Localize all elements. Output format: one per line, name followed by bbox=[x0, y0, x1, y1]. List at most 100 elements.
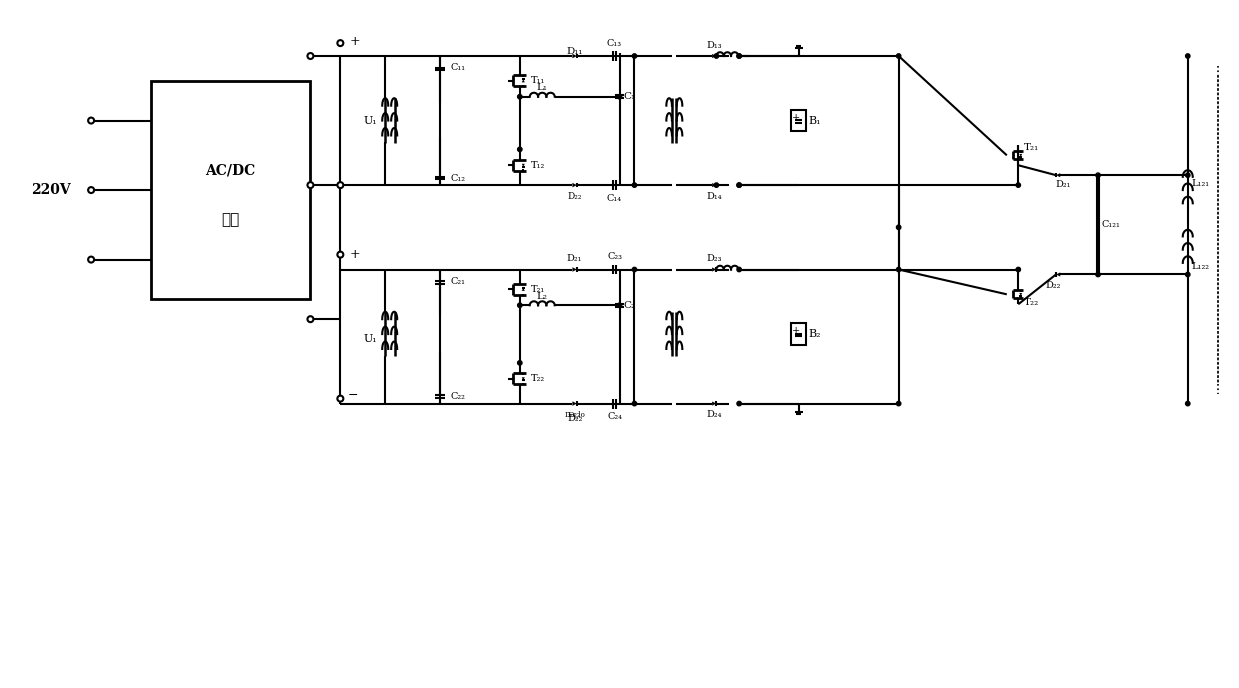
Text: 220V: 220V bbox=[31, 183, 71, 197]
Text: D₂₁: D₂₁ bbox=[567, 254, 582, 263]
Circle shape bbox=[897, 54, 901, 58]
Text: D₂₃: D₂₃ bbox=[706, 254, 722, 263]
Circle shape bbox=[307, 53, 313, 59]
Circle shape bbox=[337, 40, 343, 46]
Text: D₁₄: D₁₄ bbox=[706, 191, 722, 200]
Circle shape bbox=[337, 182, 343, 188]
Circle shape bbox=[1095, 272, 1100, 277]
Circle shape bbox=[632, 268, 637, 272]
Circle shape bbox=[737, 54, 741, 58]
Text: T₁₂: T₁₂ bbox=[530, 161, 545, 170]
Polygon shape bbox=[572, 54, 577, 58]
Text: T₁₁: T₁₁ bbox=[530, 76, 545, 85]
Text: U₁: U₁ bbox=[363, 116, 377, 125]
Text: T₂₁: T₂₁ bbox=[1023, 143, 1038, 152]
Text: D₂₂_lo: D₂₂_lo bbox=[564, 411, 585, 418]
Text: L₁: L₁ bbox=[536, 83, 548, 92]
Text: B₂: B₂ bbox=[809, 329, 821, 339]
Circle shape bbox=[1186, 401, 1189, 406]
Circle shape bbox=[1016, 268, 1021, 272]
Polygon shape bbox=[712, 402, 716, 406]
Circle shape bbox=[1186, 272, 1189, 277]
Polygon shape bbox=[1056, 272, 1061, 277]
Text: +: + bbox=[792, 113, 800, 122]
Circle shape bbox=[518, 303, 522, 308]
Circle shape bbox=[632, 401, 637, 406]
Text: 模块: 模块 bbox=[222, 213, 240, 227]
Polygon shape bbox=[522, 79, 525, 83]
Text: D₁₃: D₁₃ bbox=[706, 41, 722, 50]
Text: T₂₂: T₂₂ bbox=[1023, 298, 1038, 307]
Circle shape bbox=[737, 54, 741, 58]
Bar bbox=[151, 80, 311, 299]
Circle shape bbox=[897, 401, 901, 406]
Text: +: + bbox=[349, 34, 361, 47]
Text: C₁: C₁ bbox=[623, 92, 636, 101]
Circle shape bbox=[737, 268, 741, 272]
Circle shape bbox=[518, 94, 522, 99]
Text: T₂₁: T₂₁ bbox=[530, 285, 545, 294]
Text: AC/DC: AC/DC bbox=[206, 163, 255, 178]
Text: +: + bbox=[792, 326, 800, 335]
Circle shape bbox=[337, 396, 343, 402]
Circle shape bbox=[632, 183, 637, 187]
Text: C₁₂: C₁₂ bbox=[451, 173, 466, 182]
Text: C₁₂₁: C₁₂₁ bbox=[1101, 220, 1120, 229]
Text: L₁₂₂: L₁₂₂ bbox=[1192, 262, 1209, 271]
Circle shape bbox=[714, 183, 719, 187]
Text: B₁: B₁ bbox=[809, 116, 821, 125]
Circle shape bbox=[88, 118, 94, 124]
Text: D₂₂: D₂₂ bbox=[567, 411, 581, 418]
Circle shape bbox=[1016, 183, 1021, 187]
Text: −: − bbox=[348, 179, 358, 191]
Circle shape bbox=[88, 187, 94, 193]
Text: T₂₂: T₂₂ bbox=[530, 374, 545, 383]
Circle shape bbox=[617, 303, 622, 308]
Circle shape bbox=[897, 225, 901, 230]
Text: −: − bbox=[348, 389, 358, 402]
Circle shape bbox=[307, 182, 313, 188]
Circle shape bbox=[617, 94, 622, 99]
Polygon shape bbox=[572, 401, 577, 406]
Circle shape bbox=[714, 54, 719, 58]
Text: D₂₁: D₂₁ bbox=[1056, 180, 1070, 189]
Circle shape bbox=[737, 183, 741, 187]
Circle shape bbox=[1186, 54, 1189, 58]
Text: C₁₁: C₁₁ bbox=[451, 63, 466, 72]
Circle shape bbox=[518, 147, 522, 151]
Text: C₂: C₂ bbox=[623, 301, 636, 310]
Polygon shape bbox=[1056, 173, 1061, 178]
Text: C₁₃: C₁₃ bbox=[607, 39, 622, 47]
Circle shape bbox=[737, 183, 741, 187]
Text: C₂₃: C₂₃ bbox=[607, 252, 622, 261]
Text: D₂₂: D₂₂ bbox=[567, 414, 582, 423]
Text: C₁₄: C₁₄ bbox=[607, 193, 622, 202]
Polygon shape bbox=[522, 288, 525, 291]
Text: U₁: U₁ bbox=[363, 334, 377, 344]
Circle shape bbox=[1095, 173, 1100, 178]
Bar bbox=[792, 323, 807, 345]
Circle shape bbox=[337, 252, 343, 257]
Text: D₁₁: D₁₁ bbox=[566, 47, 582, 56]
Circle shape bbox=[737, 401, 741, 406]
Circle shape bbox=[632, 54, 637, 58]
Polygon shape bbox=[1020, 154, 1022, 157]
Text: +: + bbox=[349, 248, 361, 261]
Polygon shape bbox=[572, 267, 577, 272]
Text: C₂₂: C₂₂ bbox=[451, 392, 466, 401]
Polygon shape bbox=[712, 183, 716, 187]
Polygon shape bbox=[1020, 293, 1022, 296]
Text: D₂₂: D₂₂ bbox=[567, 191, 582, 200]
Circle shape bbox=[1186, 173, 1189, 178]
Circle shape bbox=[307, 316, 313, 322]
Bar bbox=[792, 109, 807, 131]
Circle shape bbox=[88, 257, 94, 263]
Polygon shape bbox=[522, 164, 525, 166]
Text: D₂₂: D₂₂ bbox=[1046, 281, 1061, 290]
Text: L₂: L₂ bbox=[536, 292, 548, 301]
Polygon shape bbox=[522, 377, 525, 380]
Text: C₂₁: C₂₁ bbox=[451, 277, 466, 286]
Polygon shape bbox=[712, 268, 716, 272]
Text: L₁₂₁: L₁₂₁ bbox=[1192, 179, 1209, 188]
Text: C₂₄: C₂₄ bbox=[607, 412, 622, 421]
